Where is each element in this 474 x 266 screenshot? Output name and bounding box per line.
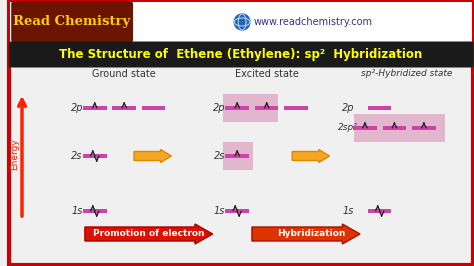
Bar xyxy=(83,154,107,158)
Bar xyxy=(226,154,249,158)
Text: www.readchemistry.com: www.readchemistry.com xyxy=(254,17,373,27)
Bar xyxy=(412,126,436,130)
Bar xyxy=(142,106,165,110)
Bar xyxy=(83,209,107,213)
Bar xyxy=(353,126,377,130)
Text: 2p: 2p xyxy=(342,103,355,113)
Text: Read Chemistry: Read Chemistry xyxy=(13,15,131,28)
Text: 2s: 2s xyxy=(72,151,83,161)
Bar xyxy=(354,114,445,142)
Circle shape xyxy=(234,14,250,30)
Bar xyxy=(383,126,406,130)
Text: 2s: 2s xyxy=(214,151,225,161)
Bar xyxy=(368,209,392,213)
Text: 2sp²: 2sp² xyxy=(338,123,358,132)
Text: Promotion of electron: Promotion of electron xyxy=(93,230,204,239)
Text: 1s: 1s xyxy=(72,206,83,216)
FancyArrow shape xyxy=(134,149,172,163)
Text: Ground state: Ground state xyxy=(92,69,156,79)
Bar xyxy=(223,142,253,170)
Text: 2p: 2p xyxy=(71,103,83,113)
Bar xyxy=(368,106,392,110)
Bar xyxy=(112,106,136,110)
Bar xyxy=(226,209,249,213)
Text: Hybridization: Hybridization xyxy=(277,230,345,239)
Bar xyxy=(255,106,278,110)
FancyArrow shape xyxy=(252,224,360,244)
FancyArrow shape xyxy=(85,224,213,244)
Text: Energy: Energy xyxy=(9,139,18,171)
Bar xyxy=(226,106,249,110)
Bar xyxy=(223,94,278,122)
FancyBboxPatch shape xyxy=(10,2,472,42)
Text: sp²-Hybridized state: sp²-Hybridized state xyxy=(362,69,453,78)
FancyBboxPatch shape xyxy=(11,1,133,43)
FancyArrow shape xyxy=(292,149,329,163)
Text: 1s: 1s xyxy=(343,206,354,216)
Bar xyxy=(284,106,308,110)
Text: 2p: 2p xyxy=(213,103,226,113)
Text: Excited state: Excited state xyxy=(235,69,299,79)
Text: 1s: 1s xyxy=(214,206,225,216)
Text: The Structure of  Ethene (Ethylene): sp²  Hybridization: The Structure of Ethene (Ethylene): sp² … xyxy=(60,48,423,61)
FancyBboxPatch shape xyxy=(9,41,474,68)
Bar xyxy=(83,106,107,110)
